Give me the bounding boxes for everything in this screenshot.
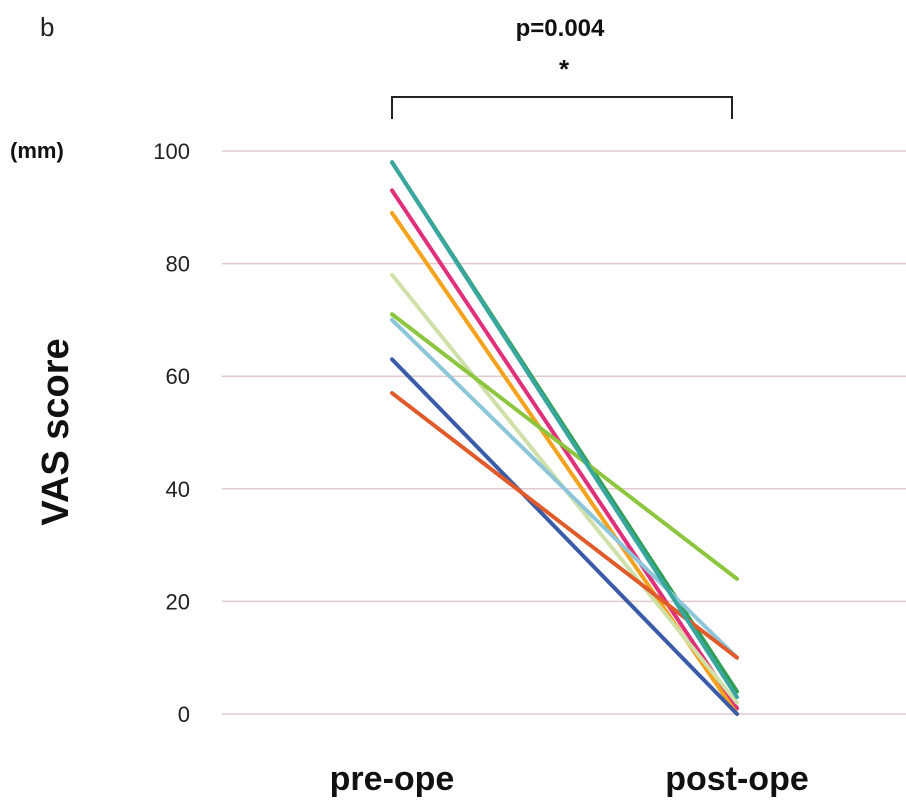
series-line-6: [390, 317, 739, 660]
series-lines: [390, 160, 739, 716]
series-line-7: [390, 357, 739, 716]
y-axis-unit: (mm): [10, 138, 64, 163]
x-category-pre-ope: pre-ope: [330, 760, 455, 798]
series-line-2: [390, 188, 739, 711]
y-tick-label-20: 20: [166, 589, 190, 614]
significance-bracket: [391, 96, 733, 119]
y-tick-label-0: 0: [178, 702, 190, 727]
y-tick-labels: 0 20 40 60 80 100: [153, 139, 190, 727]
y-tick-label-60: 60: [166, 364, 190, 389]
x-category-post-ope: post-ope: [665, 760, 809, 798]
y-tick-label-40: 40: [166, 477, 190, 502]
y-tick-label-100: 100: [153, 139, 190, 164]
series-line-8: [390, 391, 739, 660]
series-line-5: [390, 312, 739, 581]
y-tick-label-80: 80: [166, 252, 190, 277]
panel-label: b: [40, 12, 54, 42]
significance-marker: *: [559, 54, 570, 84]
y-axis-label: VAS score: [35, 338, 77, 525]
p-value-label: p=0.004: [516, 15, 605, 42]
series-line-9: [390, 160, 739, 700]
